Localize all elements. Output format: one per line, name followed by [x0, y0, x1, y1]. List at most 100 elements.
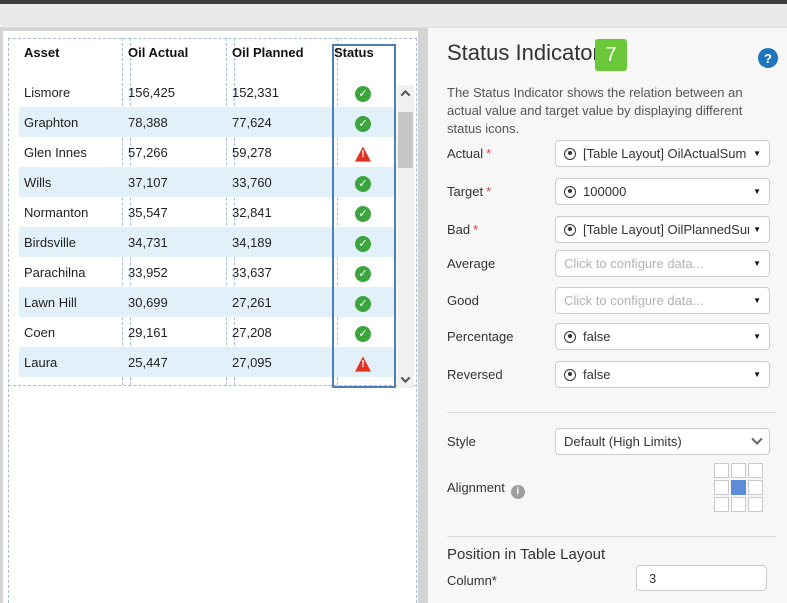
- average-field-dropdown[interactable]: Click to configure data... ▼: [555, 250, 770, 277]
- oil-actual-cell: 57,266: [128, 145, 168, 160]
- dropdown-value: 100000: [583, 184, 627, 199]
- alignment-cell[interactable]: [748, 497, 763, 512]
- status-icon: [355, 116, 371, 132]
- oil-planned-cell: 34,189: [232, 235, 272, 250]
- oil-actual-cell: 29,161: [128, 325, 168, 340]
- info-icon[interactable]: i: [510, 484, 525, 499]
- required-asterisk: *: [486, 184, 492, 199]
- chevron-up-icon: [400, 89, 411, 100]
- table-scrollbar[interactable]: [397, 85, 414, 388]
- oil-planned-cell: 27,095: [232, 355, 272, 370]
- reversed-field-dropdown[interactable]: false ▼: [555, 361, 770, 388]
- oil-planned-cell: 33,637: [232, 265, 272, 280]
- status-icon: [355, 176, 371, 192]
- status-icon: [355, 266, 371, 282]
- oil-planned-cell: 32,841: [232, 205, 272, 220]
- dropdown-value: [Table Layout] OilActualSum: [583, 146, 747, 161]
- alignment-cell[interactable]: [731, 463, 746, 478]
- bad-field-dropdown[interactable]: [Table Layout] OilPlannedSum ▼: [555, 216, 770, 243]
- select-chevron-icon: [751, 433, 763, 445]
- required-asterisk: *: [486, 146, 492, 161]
- style-value: Default (High Limits): [564, 434, 682, 449]
- report-canvas: Asset Oil Actual Oil Planned Status Lism…: [3, 31, 418, 603]
- dropdown-caret-icon: ▼: [753, 332, 761, 341]
- alignment-cell[interactable]: [731, 497, 746, 512]
- alignment-cell[interactable]: [714, 463, 729, 478]
- column-number-input[interactable]: [636, 565, 767, 591]
- column-guide: [130, 38, 131, 385]
- status-icon: [355, 296, 371, 312]
- oil-planned-cell: 33,760: [232, 175, 272, 190]
- status-icon: [355, 236, 371, 252]
- oil-actual-cell: 156,425: [128, 85, 175, 100]
- asset-cell: Glen Innes: [24, 145, 87, 160]
- reversed-label: Reversed: [447, 367, 503, 382]
- style-label: Style: [447, 434, 476, 449]
- data-source-icon: [564, 147, 576, 160]
- section-divider: [447, 536, 776, 537]
- selected-status-column-outline[interactable]: [332, 44, 396, 388]
- actual-field-dropdown[interactable]: [Table Layout] OilActualSum ▼: [555, 140, 770, 167]
- asset-cell: Birdsville: [24, 235, 77, 250]
- table-row: Glen Innes 57,266 59,278: [19, 137, 396, 167]
- section-divider: [447, 412, 776, 413]
- oil-actual-cell: 25,447: [128, 355, 168, 370]
- table-guide-left: [8, 38, 9, 603]
- table-row: Lismore 156,425 152,331: [19, 77, 396, 107]
- alignment-cell[interactable]: [714, 480, 729, 495]
- alignment-cell[interactable]: [748, 480, 763, 495]
- good-field-dropdown[interactable]: Click to configure data... ▼: [555, 287, 770, 314]
- asset-cell: Laura: [24, 355, 58, 370]
- oil-actual-cell: 78,388: [128, 115, 168, 130]
- dropdown-value: [Table Layout] OilPlannedSum: [583, 222, 750, 237]
- asset-cell: Coen: [24, 325, 56, 340]
- scrollbar-thumb[interactable]: [398, 112, 413, 168]
- dropdown-caret-icon: ▼: [753, 149, 761, 158]
- alignment-label: Alignment i: [447, 480, 525, 499]
- column-header-asset: Asset: [24, 45, 60, 60]
- table-row: Normanton 35,547 32,841: [19, 197, 396, 227]
- dropdown-caret-icon: ▼: [753, 259, 761, 268]
- dropdown-placeholder: Click to configure data...: [564, 256, 704, 271]
- column-label: Column*: [447, 573, 497, 588]
- style-select[interactable]: Default (High Limits): [555, 428, 770, 455]
- column-guide: [337, 38, 338, 385]
- status-icon: [355, 326, 371, 342]
- target-field-dropdown[interactable]: 100000 ▼: [555, 178, 770, 205]
- asset-cell: Lismore: [24, 85, 71, 100]
- help-icon[interactable]: ?: [758, 48, 778, 68]
- window-top-bar: [0, 0, 787, 4]
- data-source-icon: [564, 368, 576, 381]
- table-guide-top: [8, 38, 417, 39]
- chevron-down-icon: [400, 373, 411, 384]
- oil-planned-cell: 59,278: [232, 145, 272, 160]
- column-guide: [122, 38, 123, 385]
- data-source-icon: [564, 330, 576, 343]
- column-header-status: Status: [334, 45, 374, 60]
- oil-actual-cell: 34,731: [128, 235, 168, 250]
- scrollbar-down-button[interactable]: [397, 371, 414, 388]
- actual-label: Actual *: [447, 146, 492, 161]
- status-icon: [355, 86, 371, 102]
- asset-cell: Normanton: [24, 205, 89, 220]
- column-header-oil-planned: Oil Planned: [232, 45, 304, 60]
- scrollbar-up-button[interactable]: [397, 85, 414, 102]
- column-guide: [234, 38, 235, 385]
- oil-planned-cell: 27,208: [232, 325, 272, 340]
- percentage-label: Percentage: [447, 329, 514, 344]
- table-row: Parachilna 33,952 33,637: [19, 257, 396, 287]
- toolbar-strip: [0, 4, 787, 28]
- target-label: Target *: [447, 184, 492, 199]
- table-guide-right: [416, 38, 417, 603]
- dropdown-value: false: [583, 329, 611, 344]
- column-guide: [226, 38, 227, 385]
- panel-description: The Status Indicator shows the relation …: [447, 85, 743, 136]
- alignment-cell[interactable]: [748, 463, 763, 478]
- oil-planned-cell: 152,331: [232, 85, 279, 100]
- alignment-cell-selected[interactable]: [731, 480, 746, 495]
- alignment-cell[interactable]: [714, 497, 729, 512]
- asset-cell: Wills: [24, 175, 52, 190]
- percentage-field-dropdown[interactable]: false ▼: [555, 323, 770, 350]
- oil-planned-cell: 77,624: [232, 115, 272, 130]
- asset-cell: Graphton: [24, 115, 79, 130]
